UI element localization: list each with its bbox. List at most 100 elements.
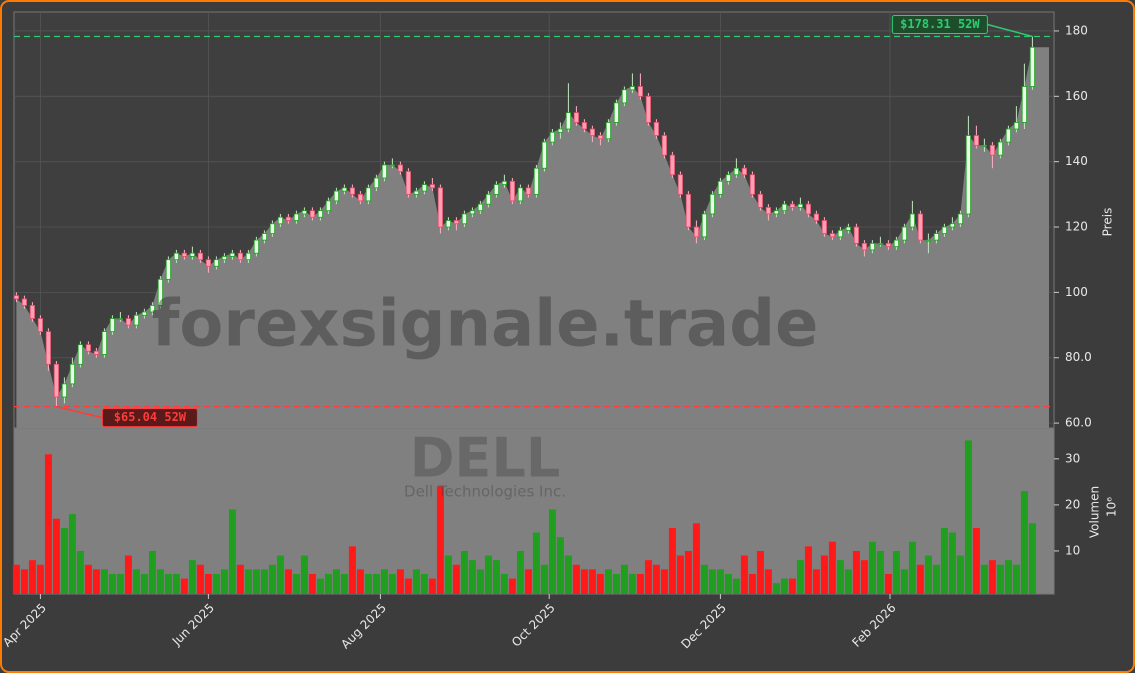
volume-bar: [804, 546, 812, 594]
candle-body: [141, 311, 147, 316]
volume-bar: [836, 560, 844, 594]
candle-body: [293, 213, 300, 221]
candle-body: [469, 210, 476, 215]
candle-body: [789, 203, 796, 208]
volume-bar: [524, 569, 532, 594]
y-tick-label: 120: [1065, 220, 1088, 234]
volume-bar: [180, 578, 188, 594]
candle-body: [93, 350, 99, 355]
candle-body: [589, 128, 596, 136]
volume-bar: [956, 555, 964, 594]
volume-bar: [284, 569, 292, 594]
candle-body: [749, 174, 756, 195]
volume-bar: [228, 509, 236, 594]
candle-body: [237, 252, 243, 261]
volume-bar: [252, 569, 260, 594]
candle-body: [501, 180, 508, 185]
volume-bar: [316, 578, 324, 594]
volume-bar: [540, 564, 548, 594]
volume-bar: [812, 569, 820, 594]
volume-bar: [356, 569, 364, 594]
candle-body: [325, 200, 332, 212]
candle-body: [461, 213, 468, 225]
volume-bar: [516, 550, 524, 594]
candle-body: [213, 259, 219, 267]
volume-bar: [548, 509, 556, 594]
close-area: [16, 47, 1049, 429]
candle-body: [149, 305, 155, 313]
volume-axis-label: Volumen: [1088, 486, 1102, 538]
candle-body: [669, 154, 676, 176]
candle-body: [997, 141, 1004, 156]
volume-bar: [732, 578, 740, 594]
candle-body: [69, 363, 75, 385]
volume-bar: [492, 560, 500, 594]
annotation-box: [891, 14, 988, 34]
volume-bar: [140, 573, 148, 594]
volume-bar: [412, 569, 420, 594]
candle-body: [253, 239, 259, 254]
volume-bar: [924, 555, 932, 594]
volume-bar: [708, 569, 716, 594]
volume-bar: [620, 564, 628, 594]
candle-body: [277, 216, 284, 225]
volume-bar: [916, 564, 924, 594]
candle-body: [181, 252, 187, 257]
candle-body: [413, 190, 420, 195]
volume-bar: [148, 550, 156, 594]
y-tick-label: 80.0: [1065, 350, 1092, 364]
candle-body: [613, 102, 620, 123]
candle-body: [317, 210, 324, 218]
candle-body: [901, 226, 908, 241]
candle-body: [389, 164, 396, 167]
candle-body: [133, 314, 139, 326]
volume-bar: [980, 564, 988, 594]
candle-body: [917, 213, 924, 241]
volume-bar: [772, 583, 780, 594]
volume-bar: [844, 569, 852, 594]
volume-bar: [436, 486, 444, 594]
candle-body: [453, 220, 460, 225]
volume-bar: [996, 564, 1004, 594]
candle-body: [109, 318, 115, 332]
candle-body: [117, 318, 123, 320]
volume-bar: [532, 532, 540, 594]
candle-body: [1005, 128, 1012, 143]
volume-bar: [692, 523, 700, 594]
candle-body: [885, 242, 892, 248]
volume-bar: [340, 573, 348, 594]
candle-body: [37, 318, 44, 332]
volume-bar: [884, 573, 892, 594]
volume-bar: [12, 564, 20, 594]
candle-body: [309, 210, 316, 218]
candle-body: [861, 242, 868, 251]
candle-body: [853, 226, 860, 244]
volume-bar: [780, 578, 788, 594]
candle-body: [781, 203, 788, 212]
volume-bar: [204, 573, 212, 594]
volume-bar: [1028, 523, 1036, 594]
volume-bar: [92, 569, 100, 594]
volume-bar: [668, 527, 676, 594]
volume-bar: [932, 564, 940, 594]
annotation-arrow: [987, 23, 1033, 38]
candle-body: [797, 203, 804, 208]
candle-body: [925, 239, 932, 242]
candle-body: [365, 187, 372, 202]
candle-body: [477, 203, 484, 212]
volume-bar: [292, 573, 300, 594]
volume-bar: [988, 560, 996, 594]
candle-body: [405, 171, 412, 195]
volume-bar: [196, 564, 204, 594]
candle-body: [941, 226, 948, 234]
candle-body: [757, 193, 764, 208]
volume-bar: [556, 537, 564, 594]
candle-body: [581, 122, 588, 130]
candle-body: [773, 210, 780, 215]
candle-body: [765, 207, 772, 215]
volume-bar: [364, 573, 372, 594]
y-tick-label: 160: [1065, 89, 1088, 103]
volume-bar: [212, 573, 220, 594]
candle-body: [341, 187, 348, 192]
candle-body: [741, 167, 748, 176]
